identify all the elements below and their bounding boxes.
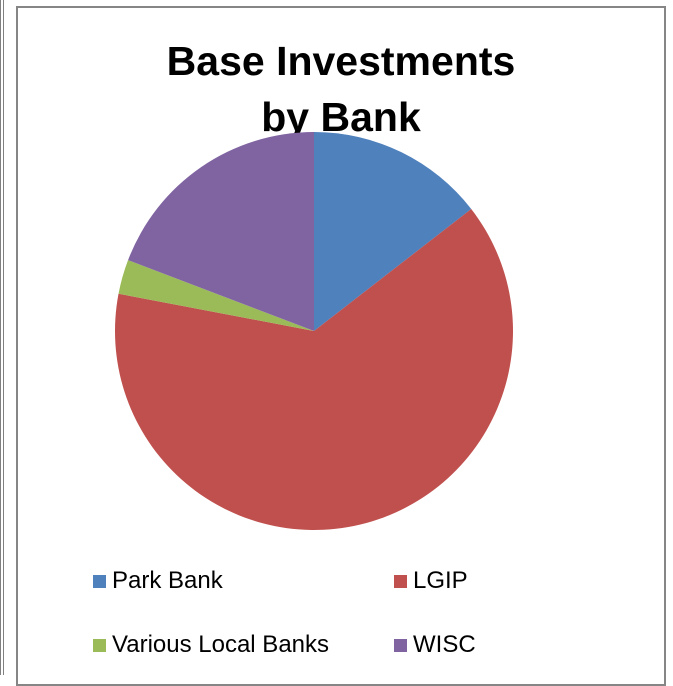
legend-label-park-bank: Park Bank [112,567,223,594]
legend-item-various-local-banks: Various Local Banks [93,631,329,659]
chart-title: Base Investments by Bank [166,38,516,140]
legend-label-various-local-banks: Various Local Banks [112,631,330,658]
legend-swatch-various-local-banks [93,638,106,652]
pie-slice-various-local-banks [118,260,314,331]
pie-slice-lgip [115,209,513,530]
legend-item-park-bank: Park Bank [93,567,223,595]
legend-item-lgip: LGIP [394,567,468,595]
legend-item-wisc: WISC [394,631,476,659]
legend-swatch-wisc [394,638,407,652]
pie-slice-wisc [128,132,314,331]
legend-swatch-lgip [394,574,407,588]
legend-label-lgip: LGIP [413,567,468,594]
legend-swatch-park-bank [93,574,106,588]
pie-slice-park-bank [314,132,472,331]
legend-label-wisc: WISC [413,631,476,658]
window-left-edge [0,0,4,675]
